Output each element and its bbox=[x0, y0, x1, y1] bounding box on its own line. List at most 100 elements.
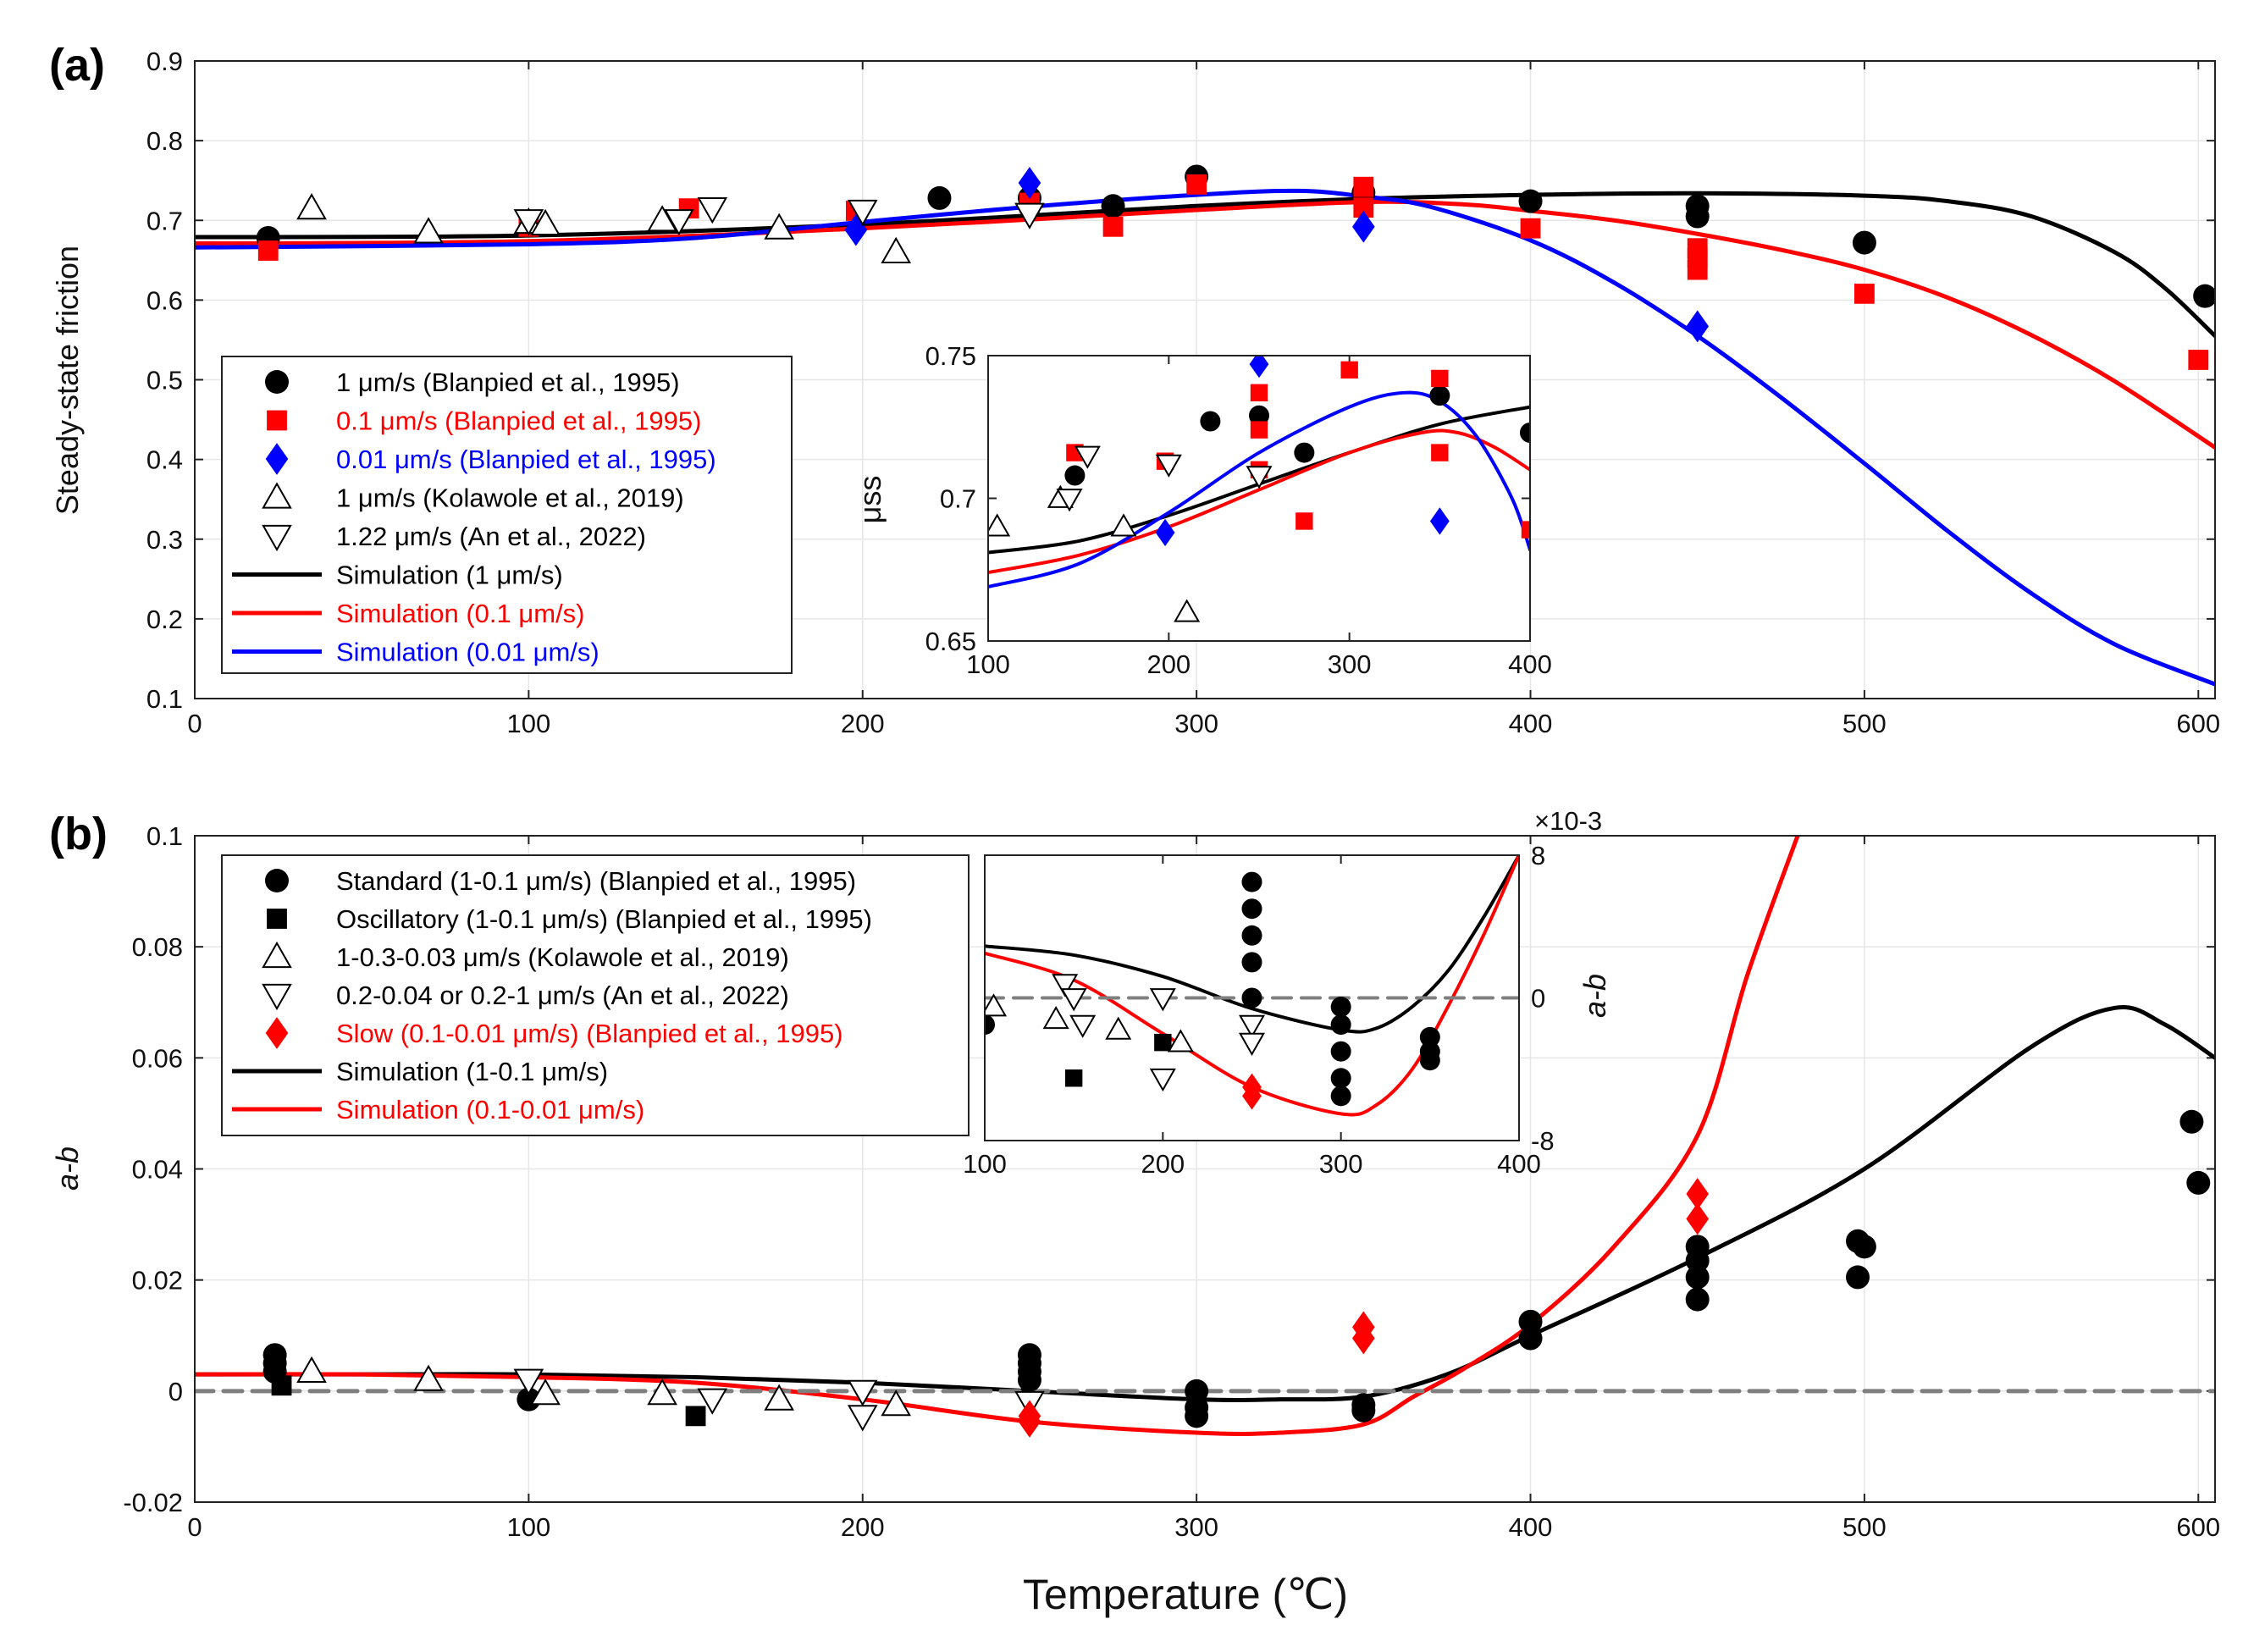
line-simulation-0-1-m-s bbox=[988, 428, 1530, 575]
legend-box bbox=[221, 356, 793, 674]
x-tick-label: 200 bbox=[841, 709, 885, 738]
point-1-0-3-0-03-m-s-kolawole-et-al-2019 bbox=[1167, 1029, 1194, 1053]
point-1-m-s-blanpied-et-al-1995 bbox=[1852, 230, 1876, 255]
point-0-01-m-s-blanpied-et-al-1995 bbox=[1429, 507, 1450, 535]
y-tick-label: 0.7 bbox=[146, 206, 183, 235]
point-standard-1-0-1-m-s-blanpied-et-al-1995 bbox=[1185, 1379, 1209, 1403]
point-1-m-s-blanpied-et-al-1995 bbox=[1249, 405, 1269, 426]
line-simulation-1-0-1-m-s bbox=[195, 1005, 2215, 1403]
point-standard-1-0-1-m-s-blanpied-et-al-1995 bbox=[1846, 1265, 1870, 1290]
legend-marker bbox=[262, 482, 292, 509]
point-standard-1-0-1-m-s-blanpied-et-al-1995 bbox=[1241, 987, 1262, 1008]
point-standard-1-0-1-m-s-blanpied-et-al-1995 bbox=[1351, 1398, 1376, 1423]
point-standard-1-0-1-m-s-blanpied-et-al-1995 bbox=[1852, 1235, 1876, 1259]
point-0-01-m-s-blanpied-et-al-1995 bbox=[1249, 356, 1269, 378]
x-tick-label: 500 bbox=[1842, 1512, 1887, 1542]
point-0-1-m-s-blanpied-et-al-1995 bbox=[1295, 512, 1313, 530]
point-1-22-m-s-an-et-al-2022 bbox=[847, 199, 878, 227]
y-tick-label: 0.1 bbox=[146, 684, 183, 714]
point-0-2-0-04-or-0-2-1-m-s-an-et-al-2022 bbox=[513, 1368, 544, 1395]
point-1-0-3-0-03-m-s-kolawole-et-al-2019 bbox=[985, 993, 1008, 1017]
point-1-0-3-0-03-m-s-kolawole-et-al-2019 bbox=[881, 1390, 912, 1417]
point-1-0-3-0-03-m-s-kolawole-et-al-2019 bbox=[1105, 1016, 1132, 1040]
point-standard-1-0-1-m-s-blanpied-et-al-1995 bbox=[1330, 1086, 1351, 1107]
point-standard-1-0-1-m-s-blanpied-et-al-1995 bbox=[1241, 871, 1262, 892]
point-0-01-m-s-blanpied-et-al-1995 bbox=[1686, 310, 1710, 343]
point-0-1-m-s-blanpied-et-al-1995 bbox=[1102, 216, 1124, 237]
point-standard-1-0-1-m-s-blanpied-et-al-1995 bbox=[1185, 1404, 1209, 1428]
x-axis-label: Temperature (℃) bbox=[1023, 1571, 1348, 1618]
point-1-m-s-blanpied-et-al-1995 bbox=[1294, 442, 1315, 463]
legend-label: Slow (0.1-0.01 μm/s) (Blanpied et al., 1… bbox=[336, 1019, 843, 1048]
x-tick-label: 100 bbox=[966, 649, 1010, 679]
point-1-m-s-kolawole-et-al-2019 bbox=[1174, 599, 1201, 622]
legend-box bbox=[221, 854, 970, 1136]
x-tick-label: 600 bbox=[2176, 709, 2220, 738]
legend-label: Oscillatory (1-0.1 μm/s) (Blanpied et al… bbox=[336, 904, 872, 934]
point-1-m-s-kolawole-et-al-2019 bbox=[296, 193, 327, 220]
point-0-1-m-s-blanpied-et-al-1995 bbox=[1854, 283, 1875, 304]
point-1-m-s-blanpied-et-al-1995 bbox=[1518, 189, 1543, 213]
legend-marker bbox=[265, 443, 289, 475]
point-standard-1-0-1-m-s-blanpied-et-al-1995 bbox=[1685, 1287, 1710, 1312]
point-1-0-3-0-03-m-s-kolawole-et-al-2019 bbox=[764, 1384, 794, 1411]
x-tick-label: 300 bbox=[1174, 709, 1218, 738]
point-oscillatory-1-0-1-m-s-blanpied-et-al-1995 bbox=[271, 1375, 292, 1396]
y-tick-label: 0.65 bbox=[925, 627, 976, 656]
point-slow-0-1-0-01-m-s-blanpied-et-al-1995 bbox=[1242, 1082, 1262, 1110]
point-standard-1-0-1-m-s-blanpied-et-al-1995 bbox=[1419, 1026, 1440, 1047]
point-0-1-m-s-blanpied-et-al-1995 bbox=[1353, 197, 1374, 218]
x-tick-label: 400 bbox=[1509, 709, 1553, 738]
y-tick-label: 0.5 bbox=[146, 366, 183, 395]
point-0-1-m-s-blanpied-et-al-1995 bbox=[1431, 444, 1449, 461]
x-tick-label: 300 bbox=[1319, 1149, 1363, 1179]
panel-b-tag: (b) bbox=[49, 809, 108, 859]
y-tick-label: 0.2 bbox=[146, 605, 183, 634]
point-standard-1-0-1-m-s-blanpied-et-al-1995 bbox=[985, 1014, 995, 1036]
point-standard-1-0-1-m-s-blanpied-et-al-1995 bbox=[1241, 925, 1262, 946]
point-0-2-0-04-or-0-2-1-m-s-an-et-al-2022 bbox=[1069, 1014, 1097, 1038]
point-standard-1-0-1-m-s-blanpied-et-al-1995 bbox=[1241, 898, 1262, 920]
point-0-1-m-s-blanpied-et-al-1995 bbox=[1353, 176, 1374, 197]
point-standard-1-0-1-m-s-blanpied-et-al-1995 bbox=[1518, 1309, 1543, 1334]
point-standard-1-0-1-m-s-blanpied-et-al-1995 bbox=[1685, 1265, 1710, 1290]
point-standard-1-0-1-m-s-blanpied-et-al-1995 bbox=[1330, 1014, 1351, 1036]
point-1-0-3-0-03-m-s-kolawole-et-al-2019 bbox=[647, 1378, 677, 1406]
x-tick-label: 0 bbox=[187, 709, 202, 738]
point-1-m-s-kolawole-et-al-2019 bbox=[1110, 513, 1137, 537]
point-1-22-m-s-an-et-al-2022 bbox=[1014, 202, 1045, 229]
line-simulation-0-01-m-s bbox=[195, 188, 2215, 687]
point-standard-1-0-1-m-s-blanpied-et-al-1995 bbox=[1330, 997, 1351, 1018]
legend-label: Simulation (0.1-0.01 μm/s) bbox=[336, 1095, 644, 1124]
point-standard-1-0-1-m-s-blanpied-et-al-1995 bbox=[1685, 1248, 1710, 1273]
x-tick-label: 100 bbox=[507, 1512, 551, 1542]
y-tick-label: 0.06 bbox=[132, 1043, 183, 1073]
legend-marker bbox=[262, 524, 292, 552]
y-tick-label: 0.9 bbox=[146, 47, 183, 76]
point-0-2-0-04-or-0-2-1-m-s-an-et-al-2022 bbox=[1149, 988, 1176, 1012]
point-0-2-0-04-or-0-2-1-m-s-an-et-al-2022 bbox=[847, 1379, 878, 1406]
legend-marker bbox=[267, 410, 287, 431]
point-slow-0-1-0-01-m-s-blanpied-et-al-1995 bbox=[1018, 1406, 1041, 1438]
panel-a-tag: (a) bbox=[49, 40, 105, 91]
axes-frame bbox=[194, 60, 2216, 699]
point-1-0-3-0-03-m-s-kolawole-et-al-2019 bbox=[1042, 1005, 1069, 1030]
line-simulation-0-01-m-s bbox=[988, 390, 1530, 588]
legend-label: 0.01 μm/s (Blanpied et al., 1995) bbox=[336, 445, 716, 474]
line-simulation-1-m-s bbox=[195, 191, 2215, 339]
y-tick-label: 8 bbox=[1531, 841, 1545, 870]
point-standard-1-0-1-m-s-blanpied-et-al-1995 bbox=[1241, 952, 1262, 973]
point-slow-0-1-0-01-m-s-blanpied-et-al-1995 bbox=[1352, 1322, 1375, 1355]
point-1-m-s-blanpied-et-al-1995 bbox=[1064, 465, 1086, 486]
legend-marker bbox=[265, 869, 289, 892]
y-tick-label: 0.3 bbox=[146, 525, 183, 555]
legend-marker bbox=[265, 1017, 289, 1049]
point-0-1-m-s-blanpied-et-al-1995 bbox=[1687, 259, 1708, 280]
point-1-22-m-s-an-et-al-2022 bbox=[513, 209, 544, 236]
x-tick-label: 0 bbox=[187, 1512, 202, 1542]
point-1-m-s-blanpied-et-al-1995 bbox=[1200, 411, 1221, 432]
legend-marker bbox=[262, 983, 292, 1011]
point-slow-0-1-0-01-m-s-blanpied-et-al-1995 bbox=[1686, 1178, 1710, 1210]
point-1-0-3-0-03-m-s-kolawole-et-al-2019 bbox=[296, 1356, 327, 1383]
